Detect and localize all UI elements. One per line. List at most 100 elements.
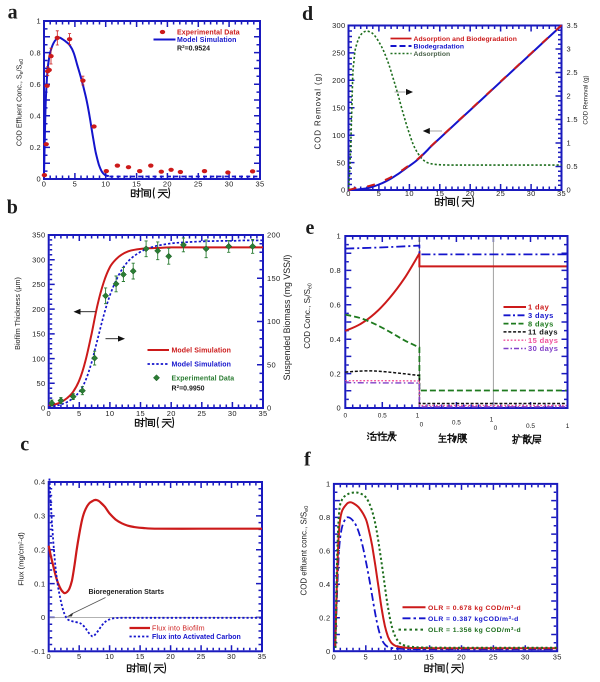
svg-text:3 days: 3 days [528, 311, 554, 320]
svg-text:50: 50 [267, 360, 276, 369]
svg-text:1.5: 1.5 [567, 115, 578, 124]
svg-text:20: 20 [457, 653, 466, 662]
svg-text:150: 150 [267, 274, 280, 283]
svg-text:0.6: 0.6 [319, 547, 330, 556]
svg-text:10: 10 [393, 653, 402, 662]
svg-text:200: 200 [332, 76, 345, 85]
svg-text:Bioregeneration Starts: Bioregeneration Starts [89, 589, 165, 596]
svg-text:5: 5 [77, 409, 81, 418]
svg-text:e: e [306, 217, 315, 239]
svg-text:3: 3 [567, 45, 571, 54]
svg-text:0.2: 0.2 [319, 613, 330, 622]
svg-text:200: 200 [32, 305, 45, 314]
svg-text:0.3: 0.3 [34, 512, 45, 521]
svg-text:0: 0 [420, 422, 424, 429]
svg-text:0: 0 [267, 404, 271, 413]
svg-text:10: 10 [405, 189, 414, 198]
svg-text:25: 25 [197, 652, 206, 661]
svg-text:20: 20 [466, 189, 475, 198]
svg-text:8 days: 8 days [528, 319, 554, 328]
svg-text:5: 5 [364, 653, 368, 662]
svg-text:30: 30 [227, 652, 236, 661]
svg-text:0.8: 0.8 [30, 48, 41, 57]
svg-text:200: 200 [267, 231, 280, 240]
svg-text:0.8: 0.8 [330, 266, 341, 275]
svg-text:100: 100 [267, 317, 280, 326]
svg-text:30: 30 [225, 180, 234, 189]
svg-text:1: 1 [416, 413, 420, 420]
svg-text:0: 0 [46, 409, 50, 418]
svg-text:0.8: 0.8 [319, 513, 330, 522]
svg-text:Flux into Biofilm: Flux into Biofilm [152, 626, 205, 633]
svg-text:0.1: 0.1 [34, 579, 45, 588]
svg-text:COD Removal (g): COD Removal (g) [583, 75, 590, 124]
svg-text:Flux into Activated Carbon: Flux into Activated Carbon [152, 634, 241, 641]
svg-text:Model Simulation: Model Simulation [172, 362, 232, 369]
svg-text:a: a [8, 2, 18, 24]
svg-text:0.5: 0.5 [526, 423, 535, 430]
svg-text:1: 1 [566, 423, 570, 430]
svg-text:1: 1 [567, 139, 571, 148]
svg-text:15: 15 [136, 409, 145, 418]
svg-text:25: 25 [489, 653, 498, 662]
svg-text:300: 300 [332, 21, 345, 30]
svg-text:350: 350 [32, 231, 45, 240]
svg-text:Experimental Data: Experimental Data [177, 30, 240, 37]
svg-text:0: 0 [343, 413, 347, 420]
svg-text:1: 1 [326, 480, 330, 489]
svg-text:20: 20 [163, 180, 172, 189]
svg-text:2.5: 2.5 [567, 68, 578, 77]
svg-text:0.5: 0.5 [567, 162, 578, 171]
svg-text:0.5: 0.5 [452, 420, 461, 427]
svg-text:OLR = 0.678 kg COD/m3-d: OLR = 0.678 kg COD/m3-d [428, 604, 521, 612]
svg-text:Adsorption: Adsorption [414, 51, 451, 58]
svg-text:0: 0 [332, 653, 336, 662]
svg-text:2: 2 [567, 92, 571, 101]
svg-text:0: 0 [41, 404, 45, 413]
svg-text:0.4: 0.4 [319, 580, 330, 589]
svg-text:25: 25 [194, 180, 203, 189]
svg-text:3.5: 3.5 [567, 21, 578, 30]
svg-text:1: 1 [37, 17, 41, 26]
svg-text:0.4: 0.4 [30, 112, 41, 121]
svg-text:150: 150 [32, 330, 45, 339]
svg-text:OLR = 1.356 kg COD/m3-d: OLR = 1.356 kg COD/m3-d [428, 626, 521, 634]
svg-text:5: 5 [73, 180, 77, 189]
svg-text:5: 5 [377, 189, 381, 198]
svg-text:0: 0 [42, 180, 46, 189]
svg-text:0: 0 [41, 613, 45, 622]
svg-text:250: 250 [32, 280, 45, 289]
svg-text:R2=0.9950: R2=0.9950 [172, 384, 205, 393]
svg-text:11 days: 11 days [528, 328, 558, 337]
svg-text:-0.1: -0.1 [31, 647, 45, 656]
svg-text:1: 1 [490, 417, 494, 424]
svg-text:Suspended Biomass (mg VSS/l): Suspended Biomass (mg VSS/l) [282, 255, 292, 381]
svg-text:15 days: 15 days [528, 336, 558, 345]
svg-text:35: 35 [557, 189, 566, 198]
svg-text:1: 1 [337, 232, 341, 241]
svg-text:b: b [7, 197, 18, 219]
svg-text:COD Conc., Sf/Se0: COD Conc., Sf/Se0 [303, 283, 314, 349]
svg-text:R2=0.9524: R2=0.9524 [177, 44, 210, 53]
svg-text:20: 20 [167, 409, 176, 418]
svg-text:COD Removal (g): COD Removal (g) [314, 72, 323, 149]
svg-text:OLR = 0.387 kgCOD/m3-d: OLR = 0.387 kgCOD/m3-d [428, 615, 519, 623]
svg-text:100: 100 [32, 354, 45, 363]
svg-text:d: d [302, 3, 313, 25]
svg-text:35: 35 [256, 180, 265, 189]
svg-text:c: c [20, 434, 29, 456]
svg-text:250: 250 [332, 49, 345, 58]
svg-text:0: 0 [46, 652, 50, 661]
svg-text:0: 0 [337, 404, 341, 413]
svg-text:15: 15 [425, 653, 434, 662]
svg-text:0: 0 [326, 647, 330, 656]
svg-text:0.6: 0.6 [330, 301, 341, 310]
svg-text:1 day: 1 day [528, 303, 550, 312]
svg-text:150: 150 [332, 104, 345, 113]
svg-text:30: 30 [521, 653, 530, 662]
svg-text:COD effluent conc., S/Se0: COD effluent conc., S/Se0 [300, 506, 311, 596]
svg-text:25: 25 [197, 409, 206, 418]
svg-text:5: 5 [77, 652, 81, 661]
svg-text:30: 30 [228, 409, 237, 418]
svg-text:30 days: 30 days [528, 344, 558, 353]
